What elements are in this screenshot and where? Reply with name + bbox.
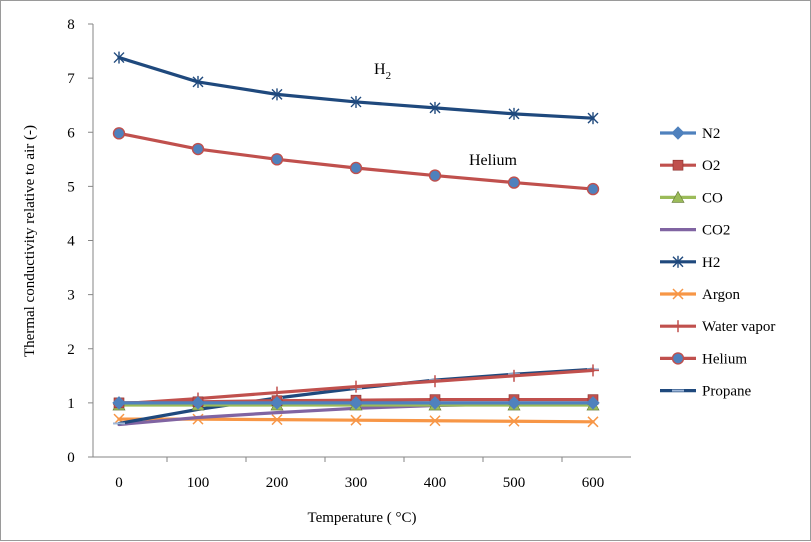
- x-tick-label: 400: [424, 475, 447, 491]
- x-tick-label: 500: [503, 475, 526, 491]
- annotation-h2-text: H: [374, 61, 386, 78]
- data-point-n2: [270, 396, 284, 410]
- y-tick-label: 5: [67, 179, 75, 195]
- legend-swatch-marker: [672, 159, 684, 171]
- legend-label: CO: [702, 190, 723, 206]
- data-point-h2: [508, 107, 520, 120]
- data-point-h2: [271, 88, 283, 101]
- legend-label: Helium: [702, 351, 747, 367]
- legend: N2 O2 CO CO2 H2 Argon Water vapor Helium Propane: [660, 126, 775, 400]
- y-tick-label: 7: [67, 71, 75, 87]
- y-tick-label: 2: [67, 342, 75, 358]
- data-point-n2: [428, 396, 442, 410]
- series-line-helium: [117, 131, 595, 191]
- data-point-argon: [429, 415, 441, 427]
- y-tick-label: 3: [67, 288, 75, 304]
- data-point-helium: [349, 161, 363, 175]
- annotation-h2: H2: [374, 61, 391, 82]
- legend-item-argon: Argon: [660, 287, 741, 303]
- data-point-water-vapor: [350, 380, 362, 393]
- legend-swatch-marker: [672, 320, 684, 333]
- data-point-n2: [112, 396, 126, 410]
- legend-label: H2: [702, 255, 720, 271]
- legend-swatch-marker: [671, 352, 685, 365]
- data-point-h2: [587, 112, 599, 125]
- series-line-h2: [117, 55, 595, 120]
- y-tick-label: 4: [67, 234, 75, 250]
- x-tick-label: 300: [345, 475, 368, 491]
- data-point-argon-stroke: [587, 416, 599, 428]
- legend-item-co: CO: [660, 190, 723, 206]
- data-point-argon-stroke: [429, 415, 441, 427]
- legend-label: N2: [702, 126, 720, 142]
- data-point-h2: [192, 75, 204, 88]
- data-point-helium: [191, 142, 205, 156]
- data-point-helium: [507, 176, 521, 189]
- annotation-h2-subscript: 2: [386, 70, 392, 82]
- legend-label: Water vapor: [702, 319, 775, 335]
- data-point-helium: [270, 153, 284, 166]
- y-tick-label: 8: [67, 17, 75, 33]
- legend-item-n2: N2: [660, 126, 720, 142]
- data-point-argon: [271, 414, 283, 426]
- data-point-n2: [349, 396, 363, 410]
- annotation-helium: Helium: [469, 152, 518, 169]
- legend-swatch-marker: [672, 255, 684, 268]
- data-point-water-vapor: [508, 369, 520, 382]
- legend-item-water-vapor: Water vapor: [660, 319, 775, 335]
- data-point-argon: [587, 416, 599, 428]
- legend-item-propane: Propane: [660, 384, 751, 400]
- data-point-h2: [113, 51, 125, 64]
- data-point-helium: [586, 182, 600, 196]
- data-point-argon-stroke: [350, 414, 362, 426]
- legend-swatch-marker: [671, 126, 685, 140]
- data-point-n2: [507, 396, 521, 410]
- y-tick-label: 0: [67, 450, 75, 466]
- legend-item-helium: Helium: [660, 351, 747, 367]
- data-point-argon: [508, 415, 520, 427]
- legend-swatch-marker-stroke: [672, 288, 684, 300]
- x-tick-label: 600: [582, 475, 605, 491]
- legend-swatch-marker: [671, 190, 685, 203]
- data-point-helium: [428, 169, 442, 182]
- y-axis-title: Thermal conductivity relative to air (-): [22, 125, 38, 357]
- y-tick-label: 1: [67, 396, 75, 412]
- y-tick-label: 6: [67, 125, 75, 141]
- data-point-argon-stroke: [271, 414, 283, 426]
- x-tick-label: 200: [266, 475, 289, 491]
- data-point-water-vapor: [429, 375, 441, 388]
- legend-label: O2: [702, 158, 720, 174]
- legend-label: Argon: [702, 287, 741, 303]
- data-point-h2: [350, 95, 362, 108]
- legend-item-h2: H2: [660, 255, 720, 271]
- data-point-n2: [191, 396, 205, 410]
- data-point-water-vapor: [587, 364, 599, 377]
- data-point-argon-stroke: [508, 415, 520, 427]
- data-point-argon: [350, 414, 362, 426]
- legend-label: CO2: [702, 223, 730, 239]
- legend-item-co2: CO2: [660, 223, 730, 239]
- data-point-helium: [112, 127, 126, 140]
- legend-swatch-marker: [672, 288, 684, 300]
- data-point-h2: [429, 101, 441, 114]
- x-tick-label: 100: [187, 475, 210, 491]
- x-tick-label: 0: [115, 475, 123, 491]
- legend-label: Propane: [702, 384, 751, 400]
- x-axis-title: Temperature ( °C): [307, 510, 416, 526]
- data-point-n2: [586, 396, 600, 410]
- legend-item-o2: O2: [660, 158, 720, 174]
